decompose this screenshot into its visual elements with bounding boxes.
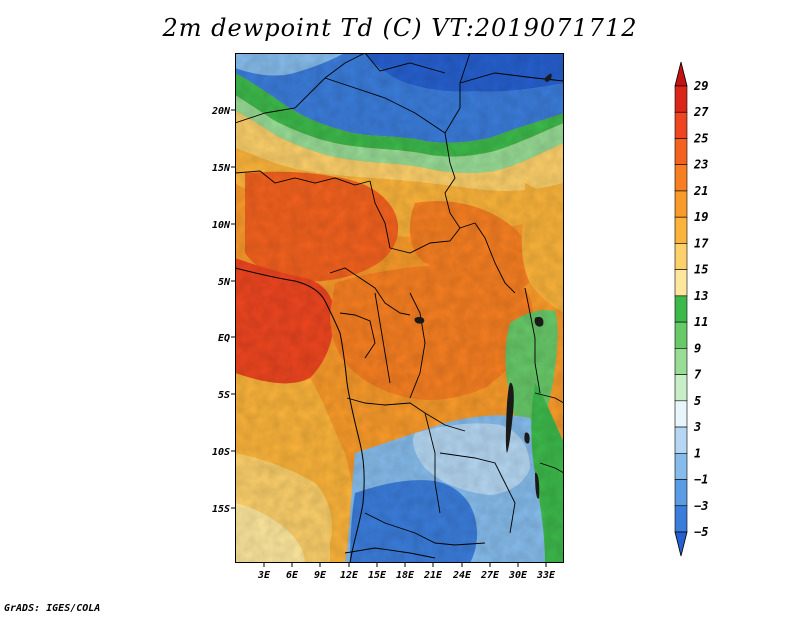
colorbar-label: 23: [693, 158, 708, 172]
colorbar-label: 5: [694, 394, 701, 408]
colorbar-box: [674, 138, 688, 166]
latitude-labels: 20N 15N 10N 5N EQ 5S 10S 15S: [211, 106, 231, 515]
lat-label: 10N: [212, 220, 231, 231]
colorbar-box: [674, 374, 688, 402]
lon-label: 24E: [452, 570, 472, 581]
colorbar-top-arrow: [674, 61, 688, 87]
lat-label: 15N: [212, 163, 231, 174]
colorbar-label: −5: [694, 525, 708, 539]
grads-credit: GrADS: IGES/COLA: [4, 603, 101, 614]
lat-label: 5S: [218, 390, 230, 401]
lon-label: 18E: [396, 570, 415, 581]
colorbar-box: [674, 321, 688, 349]
longitude-ticks: [263, 563, 547, 567]
colorbar-box: [674, 216, 688, 244]
map-title: 2m dewpoint Td (C) VT:2019071712: [162, 14, 638, 42]
colorbar-bottom-arrow: [674, 531, 688, 557]
country-borders: [235, 53, 564, 559]
colorbar-boxes: [674, 61, 688, 557]
lon-label: 6E: [286, 570, 299, 581]
colorbar-label: 21: [693, 184, 708, 198]
colorbar-label: 25: [693, 131, 708, 145]
colorbar-box: [674, 348, 688, 375]
lon-label: 3E: [257, 570, 271, 581]
longitude-labels: 3E 6E 9E 12E 15E 18E 21E 24E 27E 30E 33E: [257, 570, 556, 581]
colorbar-label: 13: [694, 289, 708, 303]
colorbar-label: 15: [694, 263, 708, 277]
colorbar-label: 7: [694, 368, 702, 382]
colorbar-box: [674, 269, 688, 297]
lat-label: 20N: [211, 106, 231, 117]
colorbar-box: [674, 452, 688, 480]
colorbar-labels: 29 27 25 23 21 19 17 15 13 11 9 7 5 3 1 −1 −3 −5: [693, 79, 709, 539]
colorbar-box: [674, 164, 688, 192]
lon-label: 15E: [368, 570, 387, 581]
colorbar-label: 29: [693, 79, 708, 93]
colorbar-label: 3: [693, 420, 701, 434]
colorbar-label: −1: [694, 473, 708, 487]
colorbar-label: 1: [694, 446, 701, 460]
colorbar-box: [674, 505, 688, 533]
colorbar-box: [674, 426, 688, 454]
lon-label: 30E: [508, 570, 528, 581]
lon-label: 12E: [340, 570, 359, 581]
colorbar-box: [674, 295, 688, 323]
dewpoint-map: [235, 53, 564, 563]
lon-label: 33E: [536, 570, 556, 581]
map-texture: [235, 53, 564, 563]
lon-label: 9E: [314, 570, 327, 581]
colorbar-box: [674, 400, 688, 428]
lakes: [414, 73, 552, 499]
colorbar-label: −3: [694, 499, 708, 513]
lat-label: EQ: [218, 333, 230, 344]
colorbar-label: 11: [694, 315, 708, 329]
colorbar-box: [674, 111, 688, 139]
coastline: [235, 267, 365, 563]
colorbar: 29 27 25 23 21 19 17 15 13 11 9 7 5 3 1 −1 −3 −5: [674, 61, 709, 557]
lat-label: 10S: [212, 447, 230, 458]
map-frame: [235, 53, 564, 563]
colorbar-label: 19: [694, 210, 708, 224]
colorbar-box: [674, 243, 688, 270]
colorbar-label: 27: [693, 105, 709, 119]
colorbar-box: [674, 479, 688, 507]
colorbar-box: [674, 85, 688, 113]
lon-label: 21E: [423, 570, 443, 581]
lat-label: 15S: [212, 504, 230, 515]
colorbar-label: 17: [694, 236, 709, 250]
colorbar-box: [674, 190, 688, 218]
lat-label: 5N: [218, 277, 231, 288]
colorbar-label: 9: [694, 341, 701, 355]
lon-label: 27E: [480, 570, 500, 581]
